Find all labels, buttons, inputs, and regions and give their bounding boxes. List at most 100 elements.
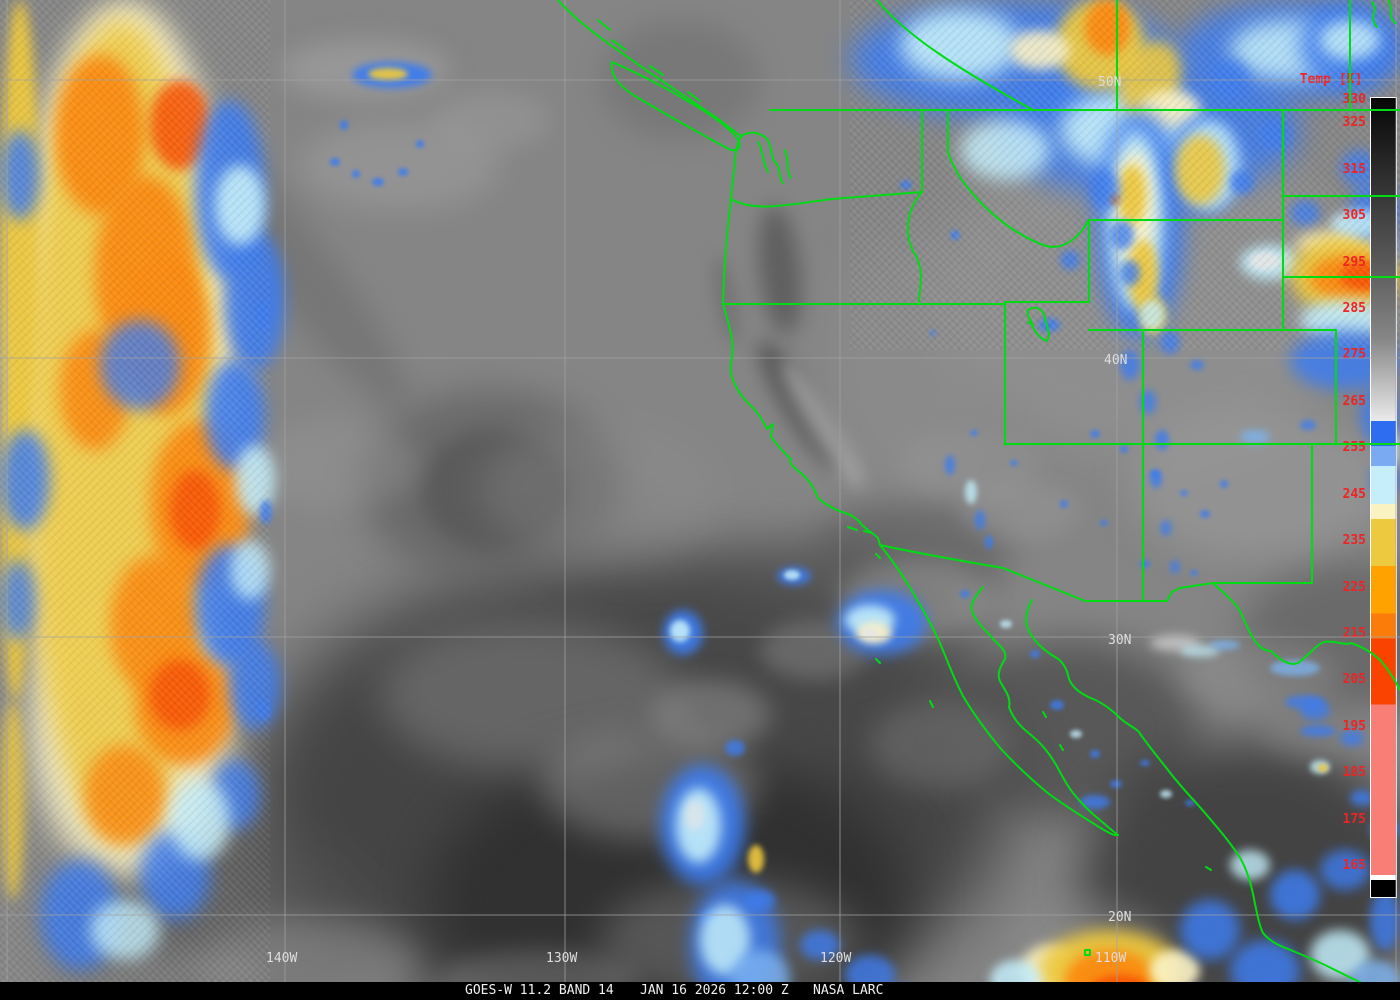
cold-cloud-blob	[368, 68, 408, 80]
cold-cloud-blob	[352, 170, 360, 178]
border-path	[730, 135, 742, 200]
cold-cloud-blob	[1160, 790, 1172, 798]
cold-cloud-blob	[1285, 695, 1325, 709]
cold-cloud-blob	[1090, 170, 1120, 210]
cold-cloud-blob	[1250, 252, 1280, 270]
cold-cloud-blob	[260, 500, 272, 524]
cold-cloud-blob	[255, 300, 269, 330]
gray-cloud-blob	[380, 620, 680, 770]
graticule-label: 120W	[820, 951, 851, 966]
cold-cloud-blob	[1230, 170, 1254, 194]
cold-cloud-blob	[258, 700, 270, 720]
cold-cloud-blob	[230, 640, 280, 730]
colorbar-tick: 285	[1342, 300, 1366, 316]
colorbar-tick: 185	[1342, 765, 1366, 781]
cold-cloud-blob	[900, 180, 912, 190]
coastline-and-border-lines	[557, 0, 1400, 999]
border-path	[1026, 306, 1050, 342]
gray-cloud-blob	[650, 680, 770, 750]
gray-cloud-blob	[870, 700, 1010, 790]
cold-cloud-blob	[862, 628, 878, 638]
colorbar-tick: 305	[1342, 208, 1366, 224]
colorbar-tick: 245	[1342, 486, 1366, 502]
border-path	[722, 303, 881, 546]
cold-cloud-blob	[1038, 318, 1060, 332]
border-path	[722, 198, 732, 305]
cold-cloud-blob	[1010, 30, 1070, 70]
border-path	[730, 191, 923, 208]
cold-cloud-blob	[1185, 800, 1195, 806]
cold-cloud-blob	[1010, 460, 1018, 466]
colorbar-tick: 225	[1342, 579, 1366, 595]
gray-cloud-blob	[830, 230, 990, 490]
cold-cloud-blob	[1030, 650, 1040, 658]
cold-cloud-blob	[1085, 0, 1130, 55]
cold-cloud-blob	[945, 455, 955, 475]
cold-cloud-blob	[1120, 445, 1128, 453]
cold-cloud-blob	[1230, 850, 1270, 880]
cold-cloud-blob	[1160, 330, 1180, 354]
cold-cloud-blob	[1220, 480, 1228, 488]
caption-satellite-band: GOES-W 11.2 BAND 14	[465, 983, 614, 998]
border-path	[1371, 0, 1396, 28]
cold-cloud-blob	[340, 120, 348, 130]
graticule-label: 50N	[1098, 75, 1121, 90]
cold-cloud-blob	[1170, 560, 1180, 574]
border-path	[970, 586, 1119, 836]
cold-cloud-blob	[398, 168, 408, 176]
cold-cloud-blob	[748, 845, 764, 873]
cold-cloud-blob	[1140, 760, 1150, 766]
cold-cloud-blob	[1270, 660, 1320, 676]
cold-cloud-blob	[1070, 730, 1082, 738]
cold-cloud-blob	[1140, 560, 1150, 568]
cold-cloud-blob	[1140, 300, 1164, 330]
cold-cloud-blob	[100, 320, 180, 410]
cold-cloud-blob	[372, 178, 384, 186]
border-path	[906, 191, 923, 303]
cold-cloud-blob	[1270, 870, 1320, 920]
colorbar-tick: 195	[1342, 718, 1366, 734]
cold-cloud-blob	[0, 700, 25, 900]
cold-cloud-blob	[170, 470, 220, 550]
graticule-label: 40N	[1104, 353, 1127, 368]
border-path	[610, 61, 741, 152]
cold-cloud-blob	[1160, 520, 1172, 536]
cold-cloud-blob	[975, 510, 985, 530]
border-path	[879, 544, 1214, 602]
cold-cloud-blob	[90, 900, 160, 960]
gray-cloud-blob	[420, 430, 570, 550]
temperature-colorbar	[1370, 97, 1397, 898]
cold-cloud-blob	[960, 120, 1050, 180]
cold-cloud-blob	[1180, 645, 1220, 657]
gray-cloud-blob	[480, 420, 720, 560]
graticule-label: 130W	[546, 951, 577, 966]
border-path	[740, 131, 792, 184]
cold-cloud-blob	[725, 740, 745, 756]
cold-cloud-blob	[1340, 730, 1364, 746]
graticule-label: 30N	[1108, 633, 1131, 648]
cold-cloud-blob	[1200, 510, 1210, 518]
cold-cloud-blob	[0, 430, 50, 530]
caption-bar: GOES-W 11.2 BAND 14 JAN 16 2026 12:00 Z …	[0, 982, 1400, 1000]
cold-cloud-blob	[0, 560, 35, 640]
cold-cloud-blob	[150, 660, 210, 730]
colorbar-tick: 235	[1342, 533, 1366, 549]
cold-cloud-blob	[1100, 520, 1108, 526]
cold-cloud-blob	[965, 480, 977, 504]
cold-cloud-blob	[1190, 570, 1198, 576]
border-path	[1027, 321, 1034, 326]
cold-cloud-blob	[970, 430, 978, 436]
cold-cloud-blob	[1180, 490, 1188, 496]
graticule-label: 110W	[1095, 951, 1126, 966]
cold-cloud-blob	[1120, 260, 1140, 286]
border-path	[879, 544, 1119, 837]
border-path	[947, 109, 1090, 248]
cold-cloud-blob	[1060, 250, 1080, 270]
border-path	[847, 526, 1212, 956]
cold-cloud-blob	[1318, 764, 1328, 772]
graticule-labels: 50N 40N 30N 20N 140W 130W 120W 110W	[266, 75, 1131, 966]
colorbar-tick: 315	[1342, 161, 1366, 177]
graticule-label: 20N	[1108, 910, 1131, 925]
